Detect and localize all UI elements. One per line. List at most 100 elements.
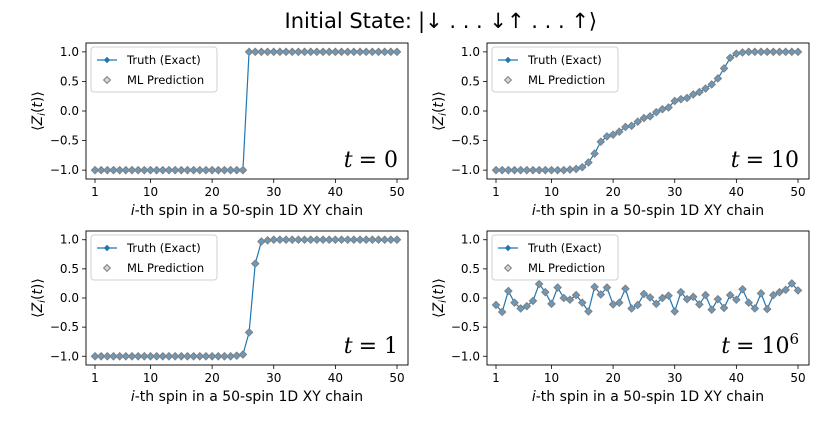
prediction-point: [682, 93, 692, 103]
legend-truth-marker: [103, 56, 111, 64]
y-tick-label: 0.5: [461, 74, 480, 88]
prediction-point: [701, 84, 710, 93]
time-label: t = 106: [721, 330, 799, 359]
prediction-point: [497, 307, 507, 317]
y-tick-label: 1.0: [461, 233, 480, 247]
legend-prediction-marker: [503, 263, 513, 273]
legend-box: [90, 46, 218, 93]
prediction-point: [195, 165, 205, 175]
time-exponent: 6: [789, 330, 799, 348]
prediction-point: [238, 165, 248, 175]
legend-box: [491, 234, 619, 281]
legend-prediction-label: ML Prediction: [127, 261, 204, 275]
x-tick-label: 30: [266, 185, 281, 199]
legend-truth-label: Truth (Exact): [527, 53, 602, 67]
prediction-point: [189, 351, 198, 361]
prediction-point: [361, 47, 371, 57]
y-tick-label: −0.5: [451, 320, 480, 334]
x-tick-label: 1: [91, 371, 99, 385]
prediction-point: [109, 351, 118, 361]
prediction-point: [103, 351, 112, 361]
prediction-point: [676, 287, 686, 297]
y-tick-label: −1.0: [50, 349, 79, 363]
prediction-point: [719, 64, 729, 73]
axes-frame: [486, 230, 810, 366]
prediction-point: [528, 296, 538, 306]
prediction-point: [207, 351, 217, 361]
x-tick-label: 40: [328, 371, 343, 385]
prediction-point: [152, 165, 161, 175]
prediction-point: [281, 235, 291, 245]
prediction-point: [121, 165, 131, 175]
prediction-point: [497, 165, 507, 175]
prediction-point: [775, 287, 784, 297]
prediction-point: [651, 299, 661, 309]
prediction-point: [639, 289, 649, 299]
x-tick-label: 10: [544, 185, 559, 199]
prediction-point: [374, 235, 383, 245]
y-tick-label: −0.5: [50, 134, 79, 148]
prediction-point: [152, 351, 161, 361]
prediction-point: [127, 165, 137, 175]
prediction-point: [263, 236, 272, 245]
prediction-point: [343, 235, 353, 245]
prediction-point: [226, 351, 235, 361]
prediction-point: [90, 165, 100, 175]
prediction-point: [244, 47, 254, 57]
prediction-point: [713, 294, 723, 304]
prediction-point: [787, 279, 797, 288]
prediction-point: [695, 87, 704, 97]
prediction-point: [553, 283, 562, 292]
prediction-point: [287, 235, 297, 245]
axes-frame: [85, 230, 409, 366]
prediction-point: [540, 165, 550, 175]
prediction-point: [146, 351, 155, 361]
prediction-point: [534, 279, 544, 289]
prediction-point: [183, 351, 192, 361]
prediction-point: [349, 47, 359, 57]
legend-box: [90, 234, 218, 281]
prediction-point: [627, 304, 636, 313]
prediction-point: [386, 235, 396, 245]
prediction-point: [670, 307, 680, 316]
x-tick-label: 10: [143, 185, 158, 199]
prediction-point: [596, 290, 606, 299]
x-tick-label: 1: [492, 185, 500, 199]
legend: Truth (Exact) ML Prediction: [491, 234, 619, 281]
prediction-point: [522, 301, 532, 311]
legend: Truth (Exact) ML Prediction: [90, 234, 218, 281]
prediction-point: [559, 165, 569, 175]
prediction-point: [664, 103, 673, 112]
prediction-point: [257, 237, 266, 246]
y-tick-label: 0.0: [461, 291, 480, 305]
legend-truth-marker: [504, 244, 512, 252]
x-tick-label: 10: [544, 371, 559, 385]
panel-top-left: 1 10 20 30 40 50 1.0 0.5 0.0 −0.5 −1.0 Truth (Exact…: [30, 42, 409, 219]
prediction-point: [664, 291, 673, 300]
legend-truth-label: Truth (Exact): [126, 241, 201, 255]
y-tick-label: 0.5: [60, 74, 79, 88]
legend: Truth (Exact) ML Prediction: [90, 46, 218, 93]
prediction-point: [380, 235, 389, 245]
prediction-point: [584, 307, 593, 316]
x-tick-label: 30: [667, 185, 682, 199]
prediction-point: [547, 165, 556, 175]
axes-frame: [486, 42, 810, 180]
prediction-point: [189, 165, 198, 175]
prediction-point: [627, 121, 636, 131]
prediction-point: [769, 47, 778, 57]
prediction-point: [294, 235, 303, 245]
prediction-point: [750, 47, 760, 57]
prediction-point: [392, 47, 402, 57]
prediction-point: [263, 47, 272, 57]
x-tick-label: 20: [204, 185, 219, 199]
prediction-point: [793, 286, 803, 295]
y-tick-label: −1.0: [50, 163, 79, 177]
y-tick-label: 1.0: [60, 45, 79, 59]
x-axis-label: i-th spin in a 50-spin 1D XY chain: [131, 203, 363, 219]
prediction-point: [744, 47, 754, 57]
time-var: t: [721, 334, 730, 359]
time-var: t: [344, 148, 353, 173]
prediction-point: [534, 165, 544, 175]
y-tick-label: −1.0: [451, 163, 480, 177]
